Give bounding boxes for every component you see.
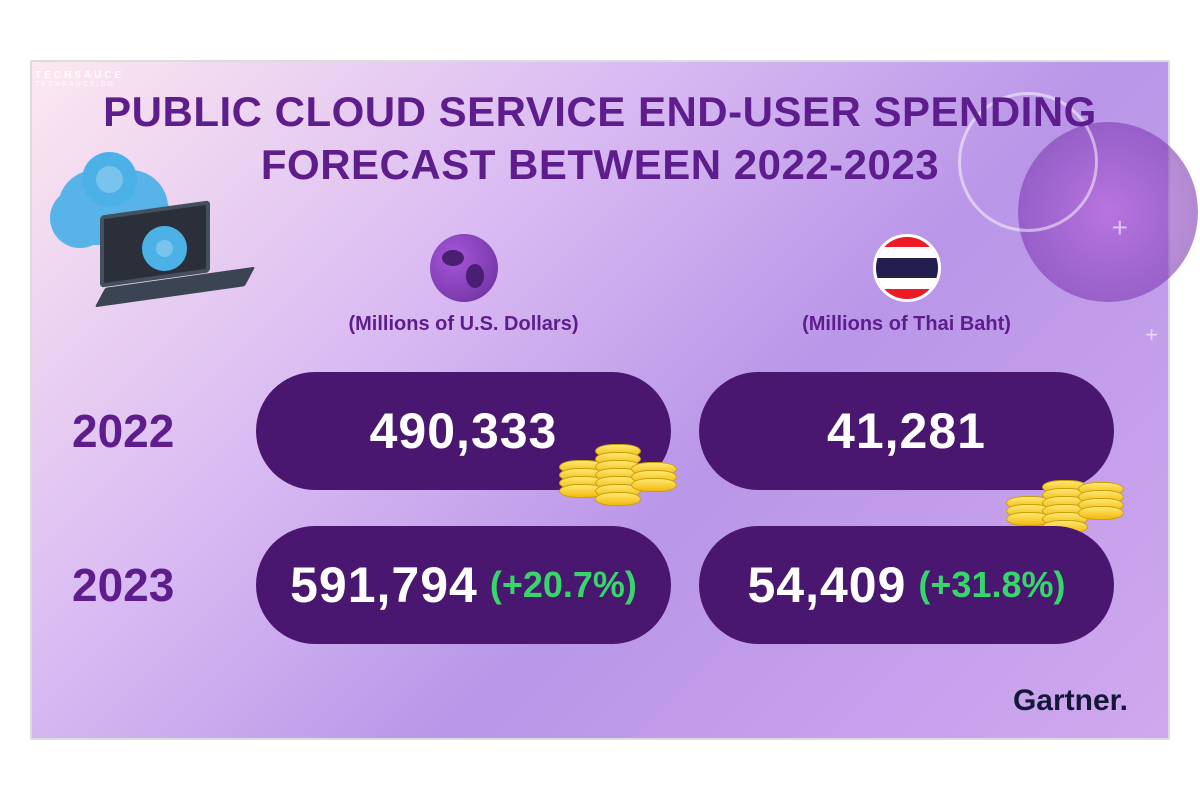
data-row: 2022 490,333 41,281 [72, 372, 1128, 490]
globe-icon [430, 234, 498, 302]
pill-thailand-2023: 54,409 (+31.8%) [699, 526, 1114, 644]
coin-stack-icon [998, 384, 1148, 534]
deco-plus-icon: + [1145, 322, 1158, 348]
delta-global-2023: (+20.7%) [490, 564, 637, 606]
watermark-sub: TECHSAUCE.CO [35, 81, 124, 89]
column-thailand: (Millions of Thai Baht) [685, 231, 1128, 336]
watermark-brand: TECHSAUCE [35, 70, 124, 81]
caption-thailand: (Millions of Thai Baht) [802, 313, 1011, 336]
pill-thailand-2022: 41,281 [699, 372, 1114, 490]
value-global-2022: 490,333 [370, 402, 558, 460]
infographic-panel: + + PUBLIC CLOUD SERVICE END-USER SPENDI… [30, 60, 1170, 740]
techsauce-logo-icon [35, 22, 105, 66]
pill-global-2023: 591,794 (+20.7%) [256, 526, 671, 644]
data-row: 2023 591,794 (+20.7%) 54,409 (+31.8%) [72, 526, 1128, 644]
pill-global-2022: 490,333 [256, 372, 671, 490]
value-thailand-2022: 41,281 [827, 402, 986, 460]
value-global-2023: 591,794 [290, 556, 478, 614]
year-label: 2023 [72, 558, 242, 612]
gear-icon [142, 226, 187, 271]
year-label: 2022 [72, 404, 242, 458]
title-line-2: FORECAST BETWEEN 2022-2023 [261, 141, 939, 188]
source-label: Gartner. [1013, 684, 1128, 718]
laptop-cloud-illustration [52, 152, 242, 322]
title-line-1: PUBLIC CLOUD SERVICE END-USER SPENDING [103, 88, 1097, 135]
canvas: TECHSAUCE TECHSAUCE.CO + + PUBLIC CLOUD … [0, 0, 1200, 800]
thailand-flag-icon [873, 234, 941, 302]
caption-global: (Millions of U.S. Dollars) [348, 313, 578, 336]
coin-stack-icon [551, 356, 681, 506]
value-thailand-2023: 54,409 [747, 556, 906, 614]
column-global: (Millions of U.S. Dollars) [242, 231, 685, 336]
gear-icon [82, 152, 137, 207]
watermark-logo: TECHSAUCE TECHSAUCE.CO [35, 22, 124, 89]
delta-thailand-2023: (+31.8%) [918, 564, 1065, 606]
